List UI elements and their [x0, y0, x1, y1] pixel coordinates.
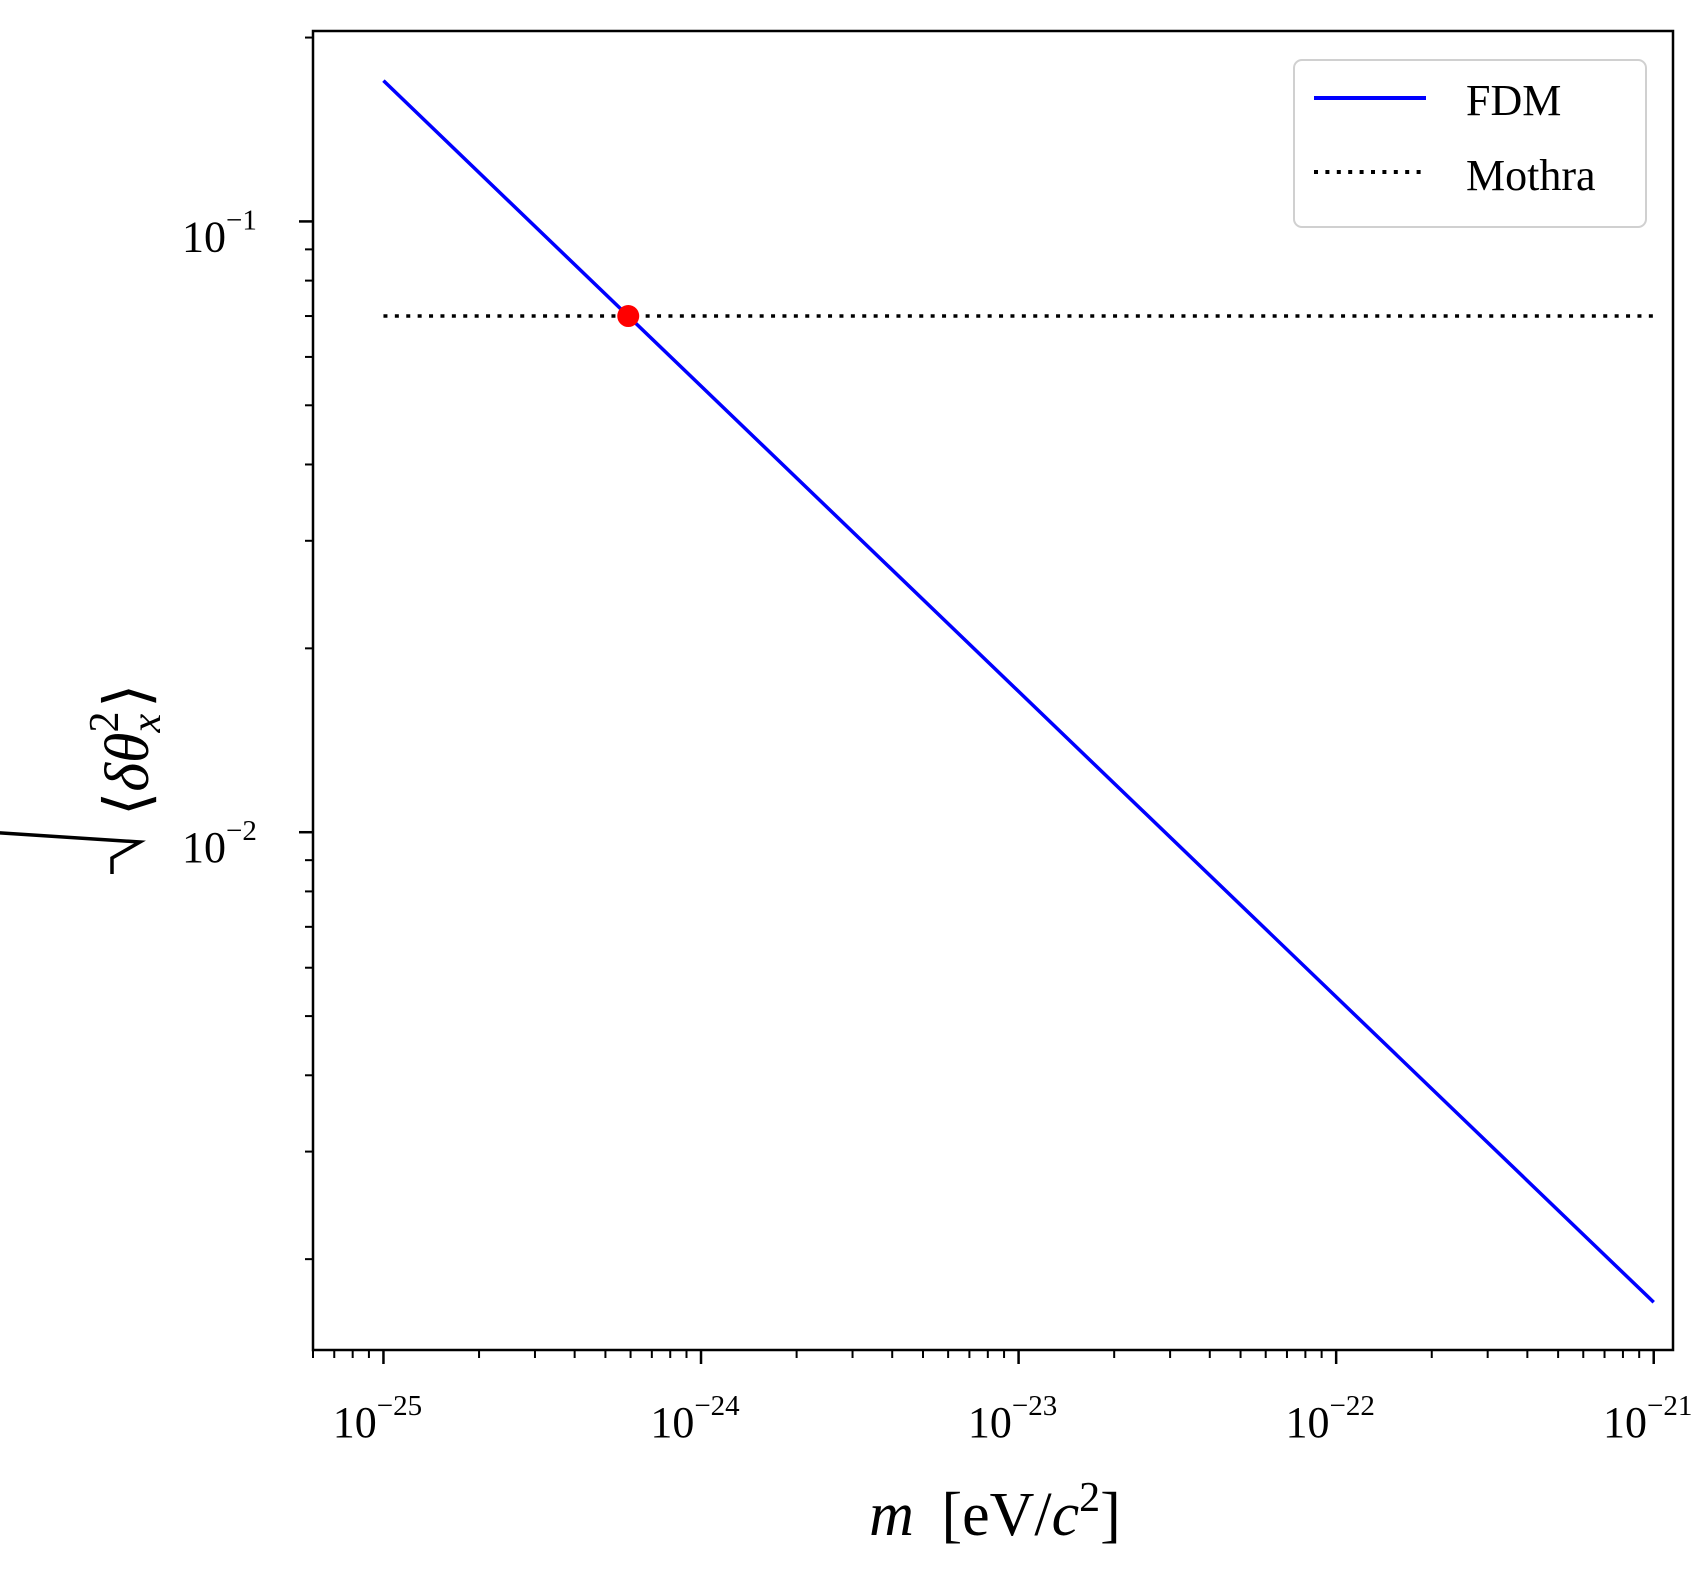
y-tick-label: 10−2: [182, 815, 257, 872]
legend-box: [1293, 59, 1647, 228]
x-axis-label-unit-var: c: [1052, 1481, 1080, 1549]
legend-label-fdm: FDM: [1466, 76, 1561, 125]
legend: FDM Mothra: [1293, 59, 1647, 228]
svg-text:⟨δθ2x⟩: ⟨δθ2x ⟩: [82, 684, 170, 816]
series-line-fdm: [382, 79, 1655, 1304]
x-axis-label-var: m: [869, 1481, 914, 1549]
x-tick-label: 10−21: [1603, 1390, 1692, 1447]
x-axis-label: m [eV/c2]: [869, 1475, 1121, 1549]
legend-label-mothra: Mothra: [1466, 151, 1596, 200]
x-tick-label: 10−23: [968, 1390, 1057, 1447]
series-group: [382, 79, 1655, 1304]
x-tick-label: 10−25: [333, 1390, 422, 1447]
y-axis-label-open-bracket: ⟨: [94, 792, 162, 816]
x-axis-label-unit-prefix: [eV/: [941, 1481, 1052, 1549]
y-axis: 10−2 10−1: [182, 36, 313, 1261]
x-axis: 10−25 10−24 10−23 10−22 10−21: [312, 1350, 1692, 1447]
plot-area: [311, 29, 1675, 1352]
y-axis-label-delta: δ: [94, 762, 162, 792]
x-axis-label-unit-exp: 2: [1079, 1475, 1100, 1521]
intersection-marker: [617, 305, 640, 328]
y-axis-label-close-bracket: ⟩: [94, 684, 162, 708]
y-axis-label: ⟨δθ2x ⟩: [0, 544, 170, 874]
marker-group: [617, 305, 640, 328]
y-axis-label-sup: 2: [82, 712, 128, 733]
y-axis-label-theta: θ: [94, 733, 162, 763]
x-axis-label-unit-suffix: ]: [1100, 1481, 1121, 1549]
y-tick-label: 10−1: [182, 204, 257, 261]
x-tick-label: 10−22: [1285, 1390, 1374, 1447]
x-tick-label: 10−24: [650, 1390, 740, 1447]
plot-frame: [311, 29, 1675, 1352]
sqrt-sign-icon: [0, 544, 146, 874]
y-axis-label-sub: x: [124, 714, 170, 734]
